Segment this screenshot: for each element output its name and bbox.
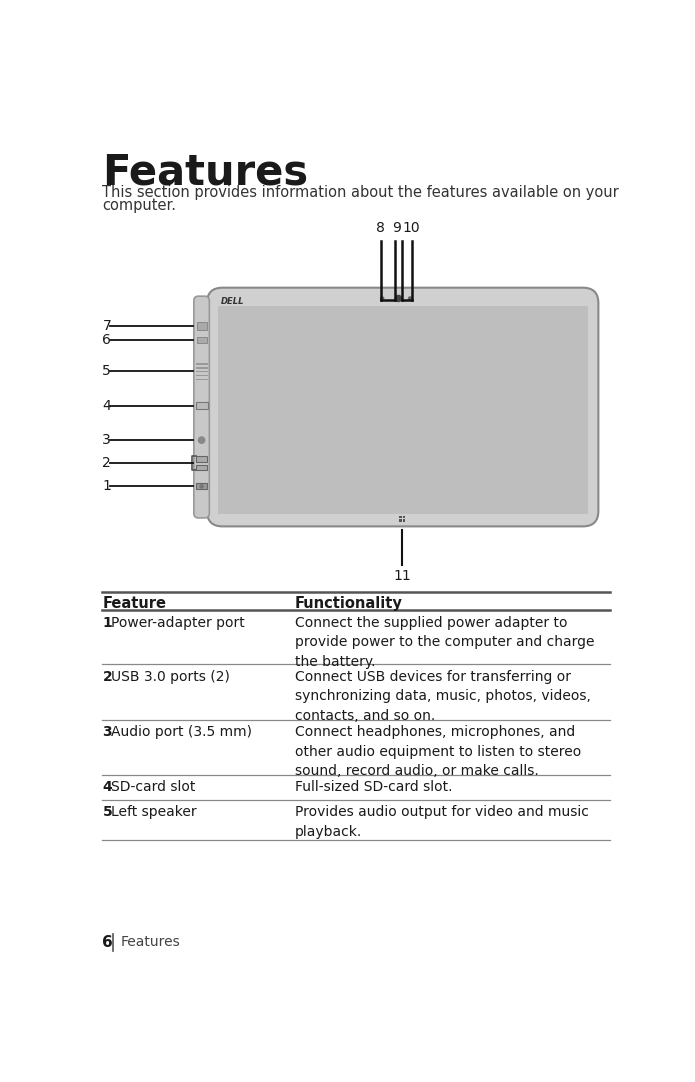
Text: Full-sized SD-card slot.: Full-sized SD-card slot. — [295, 780, 452, 794]
Text: Connect the supplied power adapter to
provide power to the computer and charge
t: Connect the supplied power adapter to pr… — [295, 616, 594, 669]
Bar — [399, 519, 402, 522]
Text: USB 3.0 ports (2): USB 3.0 ports (2) — [111, 670, 230, 684]
Bar — [196, 374, 208, 377]
Text: 5: 5 — [102, 805, 112, 819]
Text: 3: 3 — [102, 433, 111, 447]
Text: 3: 3 — [102, 725, 112, 739]
Text: 4: 4 — [102, 398, 111, 412]
Text: 1: 1 — [102, 616, 112, 630]
Text: computer.: computer. — [102, 198, 177, 213]
Bar — [196, 379, 208, 380]
Bar — [197, 337, 207, 343]
Bar — [196, 484, 207, 489]
Circle shape — [381, 296, 384, 300]
Bar — [196, 465, 207, 471]
Text: Power-adapter port: Power-adapter port — [111, 616, 245, 630]
Text: Audio port (3.5 mm): Audio port (3.5 mm) — [111, 725, 252, 739]
Bar — [196, 364, 208, 365]
Bar — [196, 371, 208, 372]
Text: 1: 1 — [102, 479, 111, 493]
Bar — [402, 519, 405, 522]
Text: SD-card slot: SD-card slot — [111, 780, 195, 794]
Text: DELL: DELL — [221, 296, 245, 306]
Text: 8: 8 — [376, 222, 385, 235]
Text: Functionality: Functionality — [295, 596, 402, 611]
Text: 11: 11 — [393, 569, 411, 583]
Text: Connect USB devices for transferring or
synchronizing data, music, photos, video: Connect USB devices for transferring or … — [295, 670, 591, 723]
Text: 2: 2 — [102, 670, 112, 684]
Circle shape — [197, 436, 206, 444]
Bar — [402, 516, 405, 518]
Text: 9: 9 — [392, 222, 400, 235]
Text: This section provides information about the features available on your: This section provides information about … — [102, 185, 619, 200]
FancyBboxPatch shape — [194, 296, 209, 518]
Text: Feature: Feature — [102, 596, 166, 611]
Text: 6: 6 — [102, 935, 113, 950]
Text: 10: 10 — [403, 222, 420, 235]
Circle shape — [409, 296, 411, 300]
Circle shape — [395, 295, 402, 302]
Text: 4: 4 — [102, 780, 112, 794]
Bar — [196, 367, 208, 369]
Bar — [218, 306, 587, 514]
Bar — [196, 401, 208, 409]
Text: 7: 7 — [102, 319, 111, 333]
Text: Connect headphones, microphones, and
other audio equipment to listen to stereo
s: Connect headphones, microphones, and oth… — [295, 725, 581, 778]
Bar — [399, 516, 402, 518]
Text: 5: 5 — [102, 364, 111, 378]
Text: 2: 2 — [102, 457, 111, 471]
FancyBboxPatch shape — [207, 288, 598, 526]
Bar — [196, 457, 207, 462]
Text: Provides audio output for video and music
playback.: Provides audio output for video and musi… — [295, 805, 589, 839]
Text: Left speaker: Left speaker — [111, 805, 197, 819]
Text: Features: Features — [102, 151, 309, 194]
Text: 6: 6 — [102, 333, 111, 347]
Circle shape — [199, 484, 204, 489]
Text: Features: Features — [121, 935, 181, 949]
Bar — [197, 322, 207, 330]
